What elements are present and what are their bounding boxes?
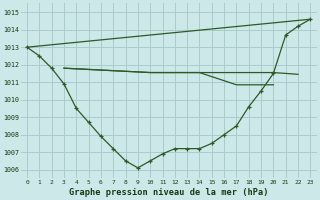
- X-axis label: Graphe pression niveau de la mer (hPa): Graphe pression niveau de la mer (hPa): [69, 188, 268, 197]
